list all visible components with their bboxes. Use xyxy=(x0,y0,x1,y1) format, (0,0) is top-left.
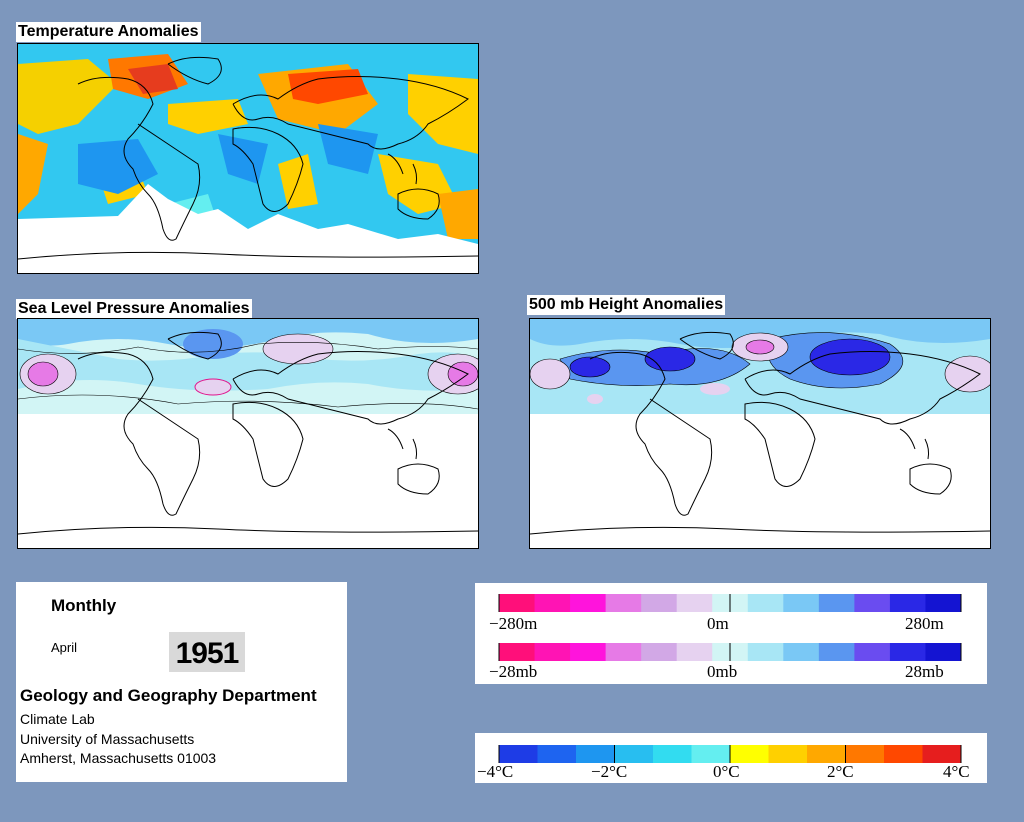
temp-legend-minus4: −4°C xyxy=(477,762,513,781)
slp-anomalies-title: Sea Level Pressure Anomalies xyxy=(16,299,252,319)
slp-legend-min: −28mb xyxy=(489,662,537,681)
temperature-colorbar xyxy=(498,745,962,763)
colorbar-segment xyxy=(884,745,923,763)
colorbar-segment xyxy=(641,594,678,612)
lab-name: Climate Lab xyxy=(20,711,95,727)
month-label: April xyxy=(51,640,78,655)
colorbar-segment xyxy=(614,745,654,763)
colorbar-segment xyxy=(641,643,678,661)
colorbar-segment xyxy=(499,745,538,763)
slp-anomaly-map xyxy=(17,318,479,549)
colorbar-segment xyxy=(570,643,607,661)
colorbar-segment xyxy=(676,594,713,612)
colorbar-segment xyxy=(499,643,536,661)
department-name: Geology and Geography Department xyxy=(20,686,317,705)
university-name: University of Massachusetts xyxy=(20,731,195,747)
slp-legend-max: 28mb xyxy=(905,662,944,681)
colorbar-segment xyxy=(747,594,784,612)
colorbar-segment xyxy=(783,594,820,612)
address-line: Amherst, Massachusetts 01003 xyxy=(20,750,217,766)
colorbar-segment xyxy=(499,594,536,612)
colorbar-segment xyxy=(653,745,692,763)
colorbar-segment xyxy=(537,745,577,763)
slp-colorbar xyxy=(498,643,962,661)
colorbar-segment xyxy=(691,745,731,763)
colorbar-segment xyxy=(889,594,926,612)
colorbar-segment xyxy=(605,643,642,661)
colorbar-segment xyxy=(925,643,962,661)
height-legend-zero: 0m xyxy=(707,614,729,633)
temp-legend-zero: 0°C xyxy=(713,762,740,781)
slp-legend-zero: 0mb xyxy=(707,662,737,681)
colorbar-segment xyxy=(605,594,642,612)
height-slp-legend: −280m 0m 280m −28mb 0mb 28mb xyxy=(475,583,987,684)
colorbar-segment xyxy=(783,643,820,661)
year-display: 1951 xyxy=(169,632,245,672)
temperature-legend: −4°C −2°C 0°C 2°C 4°C xyxy=(475,733,987,783)
colorbar-segment xyxy=(818,594,855,612)
colorbar-segment xyxy=(922,745,962,763)
colorbar-segment xyxy=(576,745,615,763)
height-legend-min: −280m xyxy=(489,614,537,633)
colorbar-segment xyxy=(845,745,885,763)
temp-legend-plus4: 4°C xyxy=(943,762,970,781)
colorbar-segment xyxy=(747,643,784,661)
colorbar-segment xyxy=(925,594,962,612)
colorbar-segment xyxy=(854,594,891,612)
temperature-anomaly-map xyxy=(17,43,479,274)
temperature-anomalies-title: Temperature Anomalies xyxy=(16,22,201,42)
info-panel: Monthly April 1951 Geology and Geography… xyxy=(16,582,347,782)
height500-anomaly-map xyxy=(529,318,991,549)
colorbar-segment xyxy=(570,594,607,612)
colorbar-segment xyxy=(818,643,855,661)
temp-legend-minus2: −2°C xyxy=(591,762,627,781)
colorbar-segment xyxy=(889,643,926,661)
period-type-label: Monthly xyxy=(51,596,117,615)
colorbar-segment xyxy=(534,594,571,612)
height-legend-max: 280m xyxy=(905,614,944,633)
temp-legend-plus2: 2°C xyxy=(827,762,854,781)
colorbar-segment xyxy=(676,643,713,661)
height500-anomalies-title: 500 mb Height Anomalies xyxy=(527,295,726,315)
colorbar-segment xyxy=(534,643,571,661)
height-colorbar xyxy=(498,594,962,612)
colorbar-segment xyxy=(768,745,808,763)
colorbar-segment xyxy=(730,745,769,763)
colorbar-segment xyxy=(854,643,891,661)
colorbar-segment xyxy=(807,745,846,763)
